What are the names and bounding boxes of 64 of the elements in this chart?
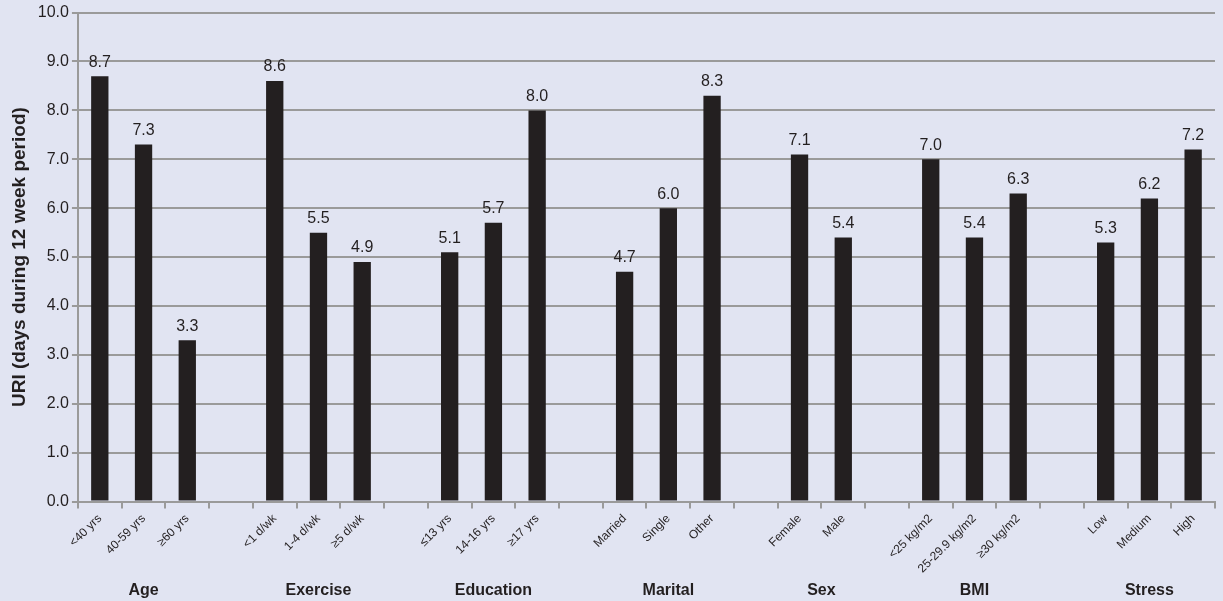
y-tick-label: 4.0 (46, 296, 70, 314)
data-label: 5.5 (307, 209, 330, 227)
data-label: 5.7 (482, 199, 505, 217)
bar (659, 208, 677, 501)
y-axis-title: URI (days during 12 week period) (7, 107, 29, 408)
bar (834, 237, 852, 501)
y-tick-label: 8.0 (46, 100, 70, 118)
x-tick-label: <40 yrs (66, 511, 105, 550)
bar (353, 261, 371, 501)
y-tick-label: 1.0 (46, 443, 70, 461)
data-label: 8.3 (700, 72, 724, 90)
bar (922, 159, 940, 501)
data-label: 8.7 (88, 52, 112, 70)
bar (441, 252, 459, 501)
y-tick-label: 3.0 (46, 345, 70, 363)
bar (703, 95, 721, 501)
y-tick-label: 6.0 (46, 198, 70, 216)
bar (91, 76, 109, 501)
bar (615, 271, 634, 501)
data-label: 6.0 (657, 184, 680, 202)
bar (1184, 149, 1202, 501)
data-label: 8.0 (526, 86, 549, 104)
data-label: 7.3 (132, 121, 155, 139)
text: Marital (642, 581, 695, 599)
y-tick-label: 0.0 (46, 491, 70, 509)
x-tick-label: ≥17 yrs (503, 511, 542, 549)
text: Education (454, 581, 533, 599)
y-tick-label: 10.0 (37, 3, 70, 21)
bar (1140, 198, 1159, 501)
text: Stress (1124, 581, 1174, 599)
x-tick-label: ≥60 yrs (154, 511, 192, 549)
data-label: 7.0 (919, 135, 942, 153)
bar (1097, 242, 1115, 501)
bar (528, 110, 546, 501)
data-label: 7.1 (788, 130, 811, 148)
text: Exercise (285, 581, 352, 599)
bar (134, 144, 153, 501)
data-label: 5.1 (438, 228, 461, 246)
data-label: 5.3 (1094, 218, 1117, 236)
bar (484, 222, 503, 501)
data-label: 5.4 (963, 213, 986, 231)
data-label: 4.9 (351, 238, 374, 256)
bar (266, 81, 284, 501)
data-label: 6.2 (1138, 174, 1161, 192)
data-label: 8.6 (263, 57, 286, 75)
data-label: 4.7 (613, 248, 636, 266)
text: Age (128, 581, 159, 599)
x-tick-label: Low (1084, 511, 1111, 537)
data-label: 5.4 (832, 213, 855, 231)
y-tick-label: 2.0 (46, 394, 70, 412)
bar (178, 340, 196, 501)
bar (965, 237, 984, 501)
y-tick-label: 7.0 (46, 149, 70, 167)
text: BMI (959, 581, 990, 599)
text: Sex (807, 581, 836, 599)
x-tick-label: ≤13 yrs (416, 511, 455, 549)
y-tick-label: 9.0 (46, 51, 70, 69)
y-tick-label: 5.0 (46, 247, 70, 265)
bar (309, 232, 328, 501)
data-label: 6.3 (1007, 169, 1030, 187)
bar (790, 154, 809, 501)
data-label: 3.3 (176, 316, 199, 334)
bar (1009, 193, 1027, 501)
data-label: 7.2 (1182, 125, 1205, 143)
